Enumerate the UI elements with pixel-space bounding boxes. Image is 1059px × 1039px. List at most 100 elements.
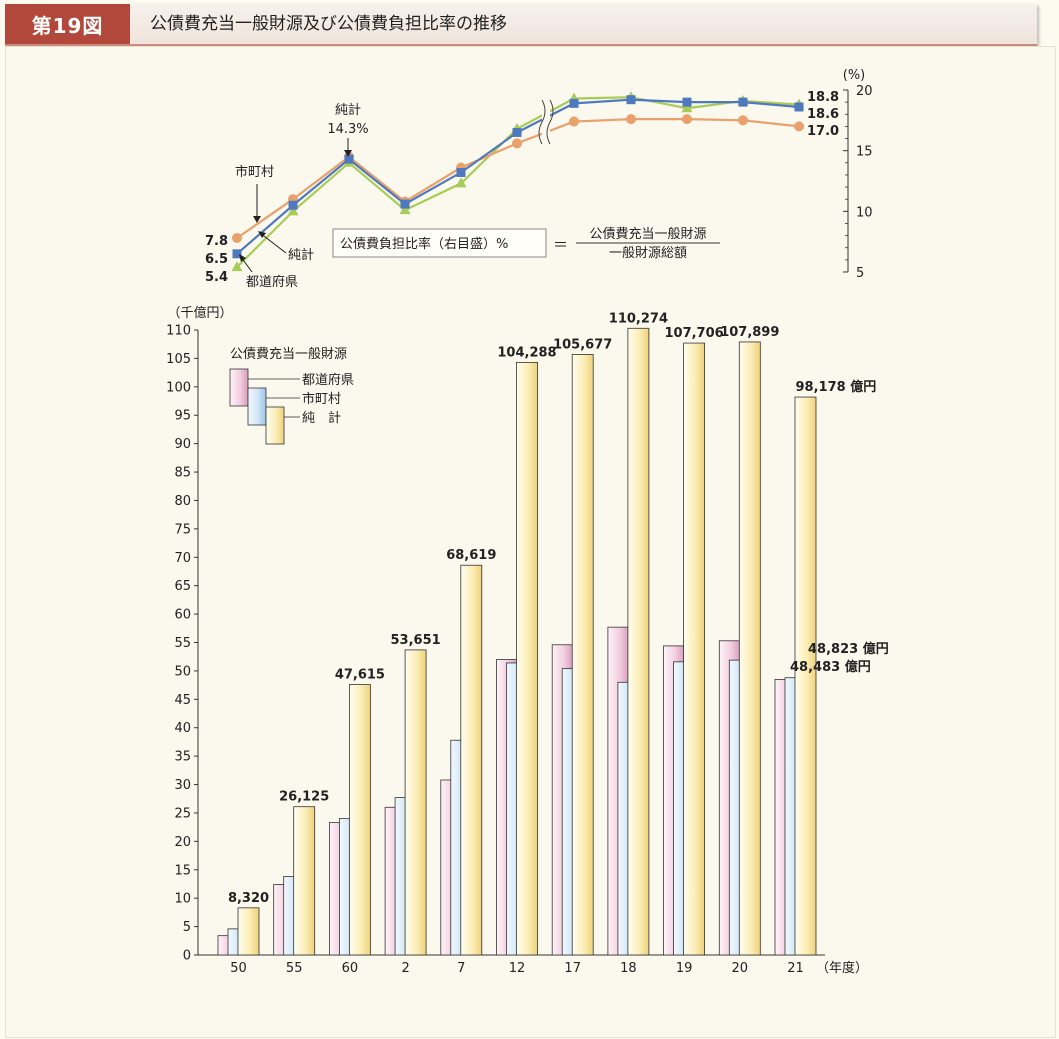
line-y-tick-label: 20 [856,84,873,99]
bar-x-tick-label: 55 [286,961,303,976]
bar-data-label: 110,274 [609,311,668,326]
start-value-municipality: 7.8 [205,234,228,249]
bar-x-tick-label: 2 [401,961,409,976]
axis-break-mark [546,99,554,145]
marker-total [344,154,354,164]
bar-y-tick-label: 35 [174,750,191,765]
legend-label-prefecture: 都道府県 [302,373,354,388]
last-label-prefecture: 48,483 億円 [790,659,871,675]
marker-prefecture [399,204,411,215]
bar-data-label: 104,288 [497,345,556,360]
bar-x-tick-label: 18 [620,961,637,976]
formula-numerator: 公債費充当一般財源 [589,226,706,242]
axis-break-gap [542,100,550,144]
marker-municipality [512,138,522,149]
formula-box-label: 公債費負担比率（右目盛）% [340,236,508,252]
label-total-pointer [259,232,287,254]
marker-total [682,97,692,107]
last-label-municipality: 48,823 億円 [808,641,889,657]
marker-municipality [626,114,636,125]
bar-x-tick-label: 19 [676,961,693,976]
bar-total [683,342,705,956]
line-y-tick-label: 10 [856,205,873,220]
legend-label-total: 純 計 [302,410,341,426]
peak-value: 14.3% [327,122,368,137]
bar-data-label: 105,677 [553,337,612,352]
bar-y-tick-label: 50 [174,664,191,679]
line-y-tick-label: 5 [856,266,864,281]
bar-y-tick-label: 75 [174,522,191,537]
bar-total [348,684,371,956]
peak-label: 純計 [335,102,361,118]
end-value-prefecture: 18.8 [807,90,839,105]
legend-title: 公債費充当一般財源 [230,346,347,362]
marker-total [456,168,466,178]
end-value-total: 18.6 [807,107,839,122]
bar-total [404,649,427,956]
marker-total [626,95,636,105]
bar-x-tick-label: 21 [787,961,804,976]
marker-municipality [569,116,579,127]
bar-xlabel: （年度） [816,960,868,976]
bar-total [571,354,594,956]
bar-x-tick-label: 7 [457,961,465,976]
end-value-municipality: 17.0 [807,124,839,139]
marker-prefecture [287,205,299,216]
bar-y-tick-label: 95 [174,409,191,424]
bar-y-tick-label: 100 [166,380,191,395]
bar-total [627,327,650,956]
bar-y-tick-label: 30 [174,778,191,793]
marker-total [232,249,242,259]
legend-label-municipality: 市町村 [302,391,341,407]
bar-data-label: 26,125 [279,790,329,805]
marker-municipality [794,121,804,132]
formula-denominator: 一般財源総額 [609,245,687,261]
bar-x-tick-label: 20 [732,961,749,976]
axis-break-mark [538,99,546,145]
label-prefecture-pointer-head [239,254,246,262]
figure-title: 公債費充当一般財源及び公債費負担比率の推移 [150,14,507,34]
label-total: 純計 [288,247,314,263]
legend-swatch-total [265,406,285,445]
peak-arrow-head [344,150,352,157]
bar-data-label: 47,615 [335,668,385,683]
bar-x-tick-label: 17 [564,961,581,976]
bar-data-label: 53,651 [391,633,441,648]
label-municipality-arrow-head [253,216,261,223]
legend-swatch-prefecture [229,368,249,407]
marker-total [512,127,522,137]
marker-total [288,200,298,210]
bar-x-tick-label: 60 [342,961,359,976]
bar-y-tick-label: 110 [166,324,191,339]
bar-y-tick-label: 5 [183,920,191,935]
line-y-tick-label: 15 [856,145,873,160]
marker-municipality [232,233,242,244]
label-municipality: 市町村 [235,164,274,180]
marker-prefecture [455,177,467,188]
bar-y-tick-label: 45 [174,693,191,708]
legend-swatch-municipality [247,387,267,426]
bar-x-tick-label: 50 [230,961,247,976]
marker-prefecture [681,102,693,113]
bar-ylabel: （千億円） [167,305,232,321]
bar-data-label: 107,899 [720,325,779,340]
bar-total [460,564,483,956]
formula-box [332,228,547,258]
start-value-prefecture: 5.4 [205,270,228,285]
bar-data-label: 98,178 億円 [796,379,877,395]
bar-y-tick-label: 90 [174,437,191,452]
bar-total [293,806,316,956]
figure-header: 第19図 公債費充当一般財源及び公債費負担比率の推移 [5,4,1037,46]
bar-y-tick-label: 85 [174,466,191,481]
marker-total [400,199,410,209]
marker-total [569,98,579,108]
figure-number: 第19図 [5,4,130,44]
bar-total [738,341,761,956]
bar-y-tick-label: 55 [174,636,191,651]
bar-total [516,361,538,956]
bar-y-tick-label: 60 [174,608,191,623]
label-prefecture: 都道府県 [246,275,298,290]
marker-municipality [738,115,748,126]
bar-total [237,907,260,956]
